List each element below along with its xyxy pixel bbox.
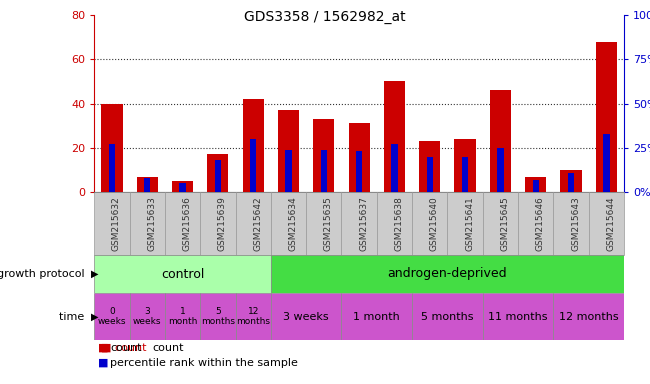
Bar xyxy=(144,178,150,192)
Bar xyxy=(483,293,553,340)
Text: percentile rank within the sample: percentile rank within the sample xyxy=(111,358,298,368)
Text: GSM215632: GSM215632 xyxy=(112,196,121,251)
Text: GSM215644: GSM215644 xyxy=(606,196,616,251)
Bar xyxy=(454,139,476,192)
Text: GSM215642: GSM215642 xyxy=(253,196,262,251)
Text: GSM215646: GSM215646 xyxy=(536,196,545,251)
Text: 5 months: 5 months xyxy=(421,311,474,321)
Text: 11 months: 11 months xyxy=(488,311,548,321)
Bar xyxy=(306,192,341,255)
Bar xyxy=(377,192,412,255)
Bar xyxy=(596,41,617,192)
Text: 12 months: 12 months xyxy=(559,311,619,321)
Text: 1 month: 1 month xyxy=(354,311,400,321)
Bar xyxy=(179,183,186,192)
Bar xyxy=(341,192,377,255)
Bar xyxy=(235,192,271,255)
Bar xyxy=(207,154,228,192)
Bar xyxy=(589,192,624,255)
Text: androgen-deprived: androgen-deprived xyxy=(387,268,507,280)
Text: 0
weeks: 0 weeks xyxy=(98,307,126,326)
Text: count: count xyxy=(111,343,142,353)
Bar xyxy=(200,192,235,255)
Text: GSM215637: GSM215637 xyxy=(359,196,368,251)
Bar xyxy=(320,149,327,192)
Text: GSM215636: GSM215636 xyxy=(183,196,192,251)
Bar xyxy=(165,192,200,255)
Text: 1
month: 1 month xyxy=(168,307,197,326)
Bar xyxy=(568,172,574,192)
Text: GSM215635: GSM215635 xyxy=(324,196,333,251)
Bar xyxy=(348,123,370,192)
Bar xyxy=(532,180,539,192)
Bar xyxy=(129,192,165,255)
Text: GSM215638: GSM215638 xyxy=(395,196,404,251)
Text: GSM215633: GSM215633 xyxy=(147,196,156,251)
Bar xyxy=(483,192,518,255)
Text: ▶: ▶ xyxy=(91,311,99,321)
Bar xyxy=(250,139,256,192)
Bar xyxy=(356,151,362,192)
Bar xyxy=(285,149,292,192)
Bar xyxy=(109,144,115,192)
Text: ■: ■ xyxy=(98,343,108,353)
Bar xyxy=(129,293,165,340)
Text: count: count xyxy=(153,343,184,353)
Bar xyxy=(412,293,483,340)
Bar xyxy=(525,177,546,192)
Bar xyxy=(235,293,271,340)
Bar xyxy=(94,293,129,340)
Bar xyxy=(603,134,610,192)
Text: growth protocol: growth protocol xyxy=(0,269,88,279)
Bar xyxy=(172,181,193,192)
Bar xyxy=(497,148,504,192)
Bar xyxy=(214,160,221,192)
Bar xyxy=(553,293,624,340)
Bar xyxy=(136,177,158,192)
Text: 5
months: 5 months xyxy=(201,307,235,326)
Bar xyxy=(341,293,412,340)
Bar xyxy=(242,99,264,192)
Text: time: time xyxy=(59,311,88,321)
Text: GSM215643: GSM215643 xyxy=(571,196,580,251)
Text: ■: ■ xyxy=(98,358,108,368)
Bar xyxy=(313,119,334,192)
Text: GDS3358 / 1562982_at: GDS3358 / 1562982_at xyxy=(244,10,406,23)
Text: GSM215645: GSM215645 xyxy=(500,196,510,251)
Bar xyxy=(462,157,468,192)
Text: 3
weeks: 3 weeks xyxy=(133,307,161,326)
Bar xyxy=(447,192,483,255)
Bar xyxy=(165,293,200,340)
Bar xyxy=(553,192,589,255)
Text: GSM215641: GSM215641 xyxy=(465,196,474,251)
Bar xyxy=(278,110,299,192)
Text: GSM215634: GSM215634 xyxy=(289,196,298,251)
Bar xyxy=(101,104,122,192)
Text: 12
months: 12 months xyxy=(236,307,270,326)
Bar xyxy=(271,255,624,293)
Bar xyxy=(94,255,271,293)
Bar xyxy=(419,141,440,192)
Bar xyxy=(490,90,511,192)
Bar xyxy=(200,293,235,340)
Bar xyxy=(560,170,582,192)
Text: control: control xyxy=(161,268,204,280)
Bar xyxy=(426,157,433,192)
Text: GSM215639: GSM215639 xyxy=(218,196,227,251)
Bar xyxy=(518,192,553,255)
Text: ▶: ▶ xyxy=(91,269,99,279)
Bar xyxy=(384,81,405,192)
Bar xyxy=(94,192,129,255)
Bar xyxy=(271,192,306,255)
Text: ■ count: ■ count xyxy=(101,343,146,353)
Bar xyxy=(271,293,341,340)
Bar xyxy=(391,144,398,192)
Text: GSM215640: GSM215640 xyxy=(430,196,439,251)
Text: 3 weeks: 3 weeks xyxy=(283,311,329,321)
Bar xyxy=(412,192,447,255)
